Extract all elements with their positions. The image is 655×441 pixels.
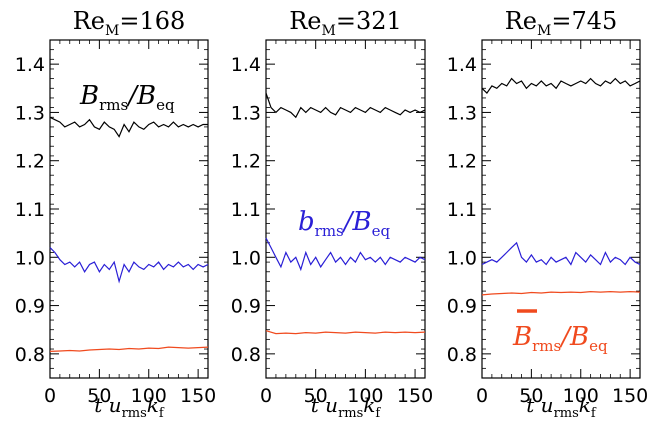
x-axis-label: t urmskf bbox=[311, 393, 382, 421]
y-tick-label: 0.8 bbox=[447, 344, 477, 366]
x-tick-label: 150 bbox=[180, 385, 216, 407]
x-axis-label: t urmskf bbox=[526, 393, 597, 421]
y-tick-label: 1.1 bbox=[15, 199, 45, 221]
small-brms-label: brms/Beq bbox=[298, 207, 391, 240]
x-tick-label: 50 bbox=[304, 385, 328, 407]
panel-title: ReM=745 bbox=[505, 7, 618, 39]
x-tick-label: 0 bbox=[260, 385, 272, 407]
y-tick-label: 1.3 bbox=[447, 102, 477, 124]
y-tick-label: 1.0 bbox=[447, 247, 477, 269]
y-tick-label: 0.9 bbox=[231, 296, 261, 318]
panel-title: ReM=168 bbox=[73, 7, 186, 39]
x-axis-label: t urmskf bbox=[94, 393, 165, 421]
x-tick-label: 50 bbox=[87, 385, 111, 407]
chart-panel-3: 0.8 0.9 1.0 1.1 1.2 1.3 1.4 0 50 100 150 ReM=745 t u… bbox=[447, 7, 648, 421]
y-tick-label: 1.0 bbox=[15, 247, 45, 269]
y-tick-label: 0.9 bbox=[15, 296, 45, 318]
y-tick-label: 0.8 bbox=[15, 344, 45, 366]
x-tick-label: 150 bbox=[397, 385, 433, 407]
x-tick-label: 150 bbox=[612, 385, 648, 407]
series-line-black bbox=[481, 77, 641, 95]
series-line-red bbox=[481, 290, 641, 296]
x-tick-label: 0 bbox=[44, 385, 56, 407]
y-tick-label: 1.1 bbox=[231, 199, 261, 221]
y-tick-label: 0.8 bbox=[231, 344, 261, 366]
y-tick-label: 1.0 bbox=[231, 247, 261, 269]
mean-brms-label: Brms/Beq bbox=[512, 322, 608, 355]
y-tick-label: 1.2 bbox=[231, 151, 261, 173]
y-tick-label: 1.2 bbox=[15, 151, 45, 173]
y-tick-label: 1.4 bbox=[15, 54, 45, 76]
x-tick-label: 100 bbox=[131, 385, 167, 407]
series-line-black bbox=[265, 92, 426, 119]
y-tick-label: 1.3 bbox=[15, 102, 45, 124]
chart-panel-1: 0.8 0.9 1.0 1.1 1.2 1.3 1.4 0 50 100 150 ReM=168 t u… bbox=[15, 7, 216, 421]
series-line-blue bbox=[265, 237, 426, 272]
chart-panel-2: 0.8 0.9 1.0 1.1 1.2 1.3 1.4 0 50 100 150 ReM=321 t u… bbox=[231, 7, 433, 421]
series-line-black bbox=[49, 116, 208, 138]
y-tick-label: 1.4 bbox=[447, 54, 477, 76]
series-line-red bbox=[265, 330, 426, 335]
series-line-red bbox=[49, 346, 209, 352]
y-tick-label: 1.1 bbox=[447, 199, 477, 221]
y-tick-label: 1.2 bbox=[447, 151, 477, 173]
x-tick-label: 100 bbox=[563, 385, 599, 407]
panel-title: ReM=321 bbox=[289, 7, 402, 39]
x-tick-label: 50 bbox=[519, 385, 543, 407]
x-tick-label: 100 bbox=[347, 385, 383, 407]
y-tick-label: 0.9 bbox=[447, 296, 477, 318]
brms-label: Brms/Beq bbox=[79, 81, 175, 114]
series-line-blue bbox=[481, 241, 641, 266]
y-tick-label: 1.4 bbox=[231, 54, 261, 76]
y-tick-label: 1.3 bbox=[231, 102, 261, 124]
x-tick-label: 0 bbox=[476, 385, 488, 407]
series-line-blue bbox=[49, 247, 209, 284]
